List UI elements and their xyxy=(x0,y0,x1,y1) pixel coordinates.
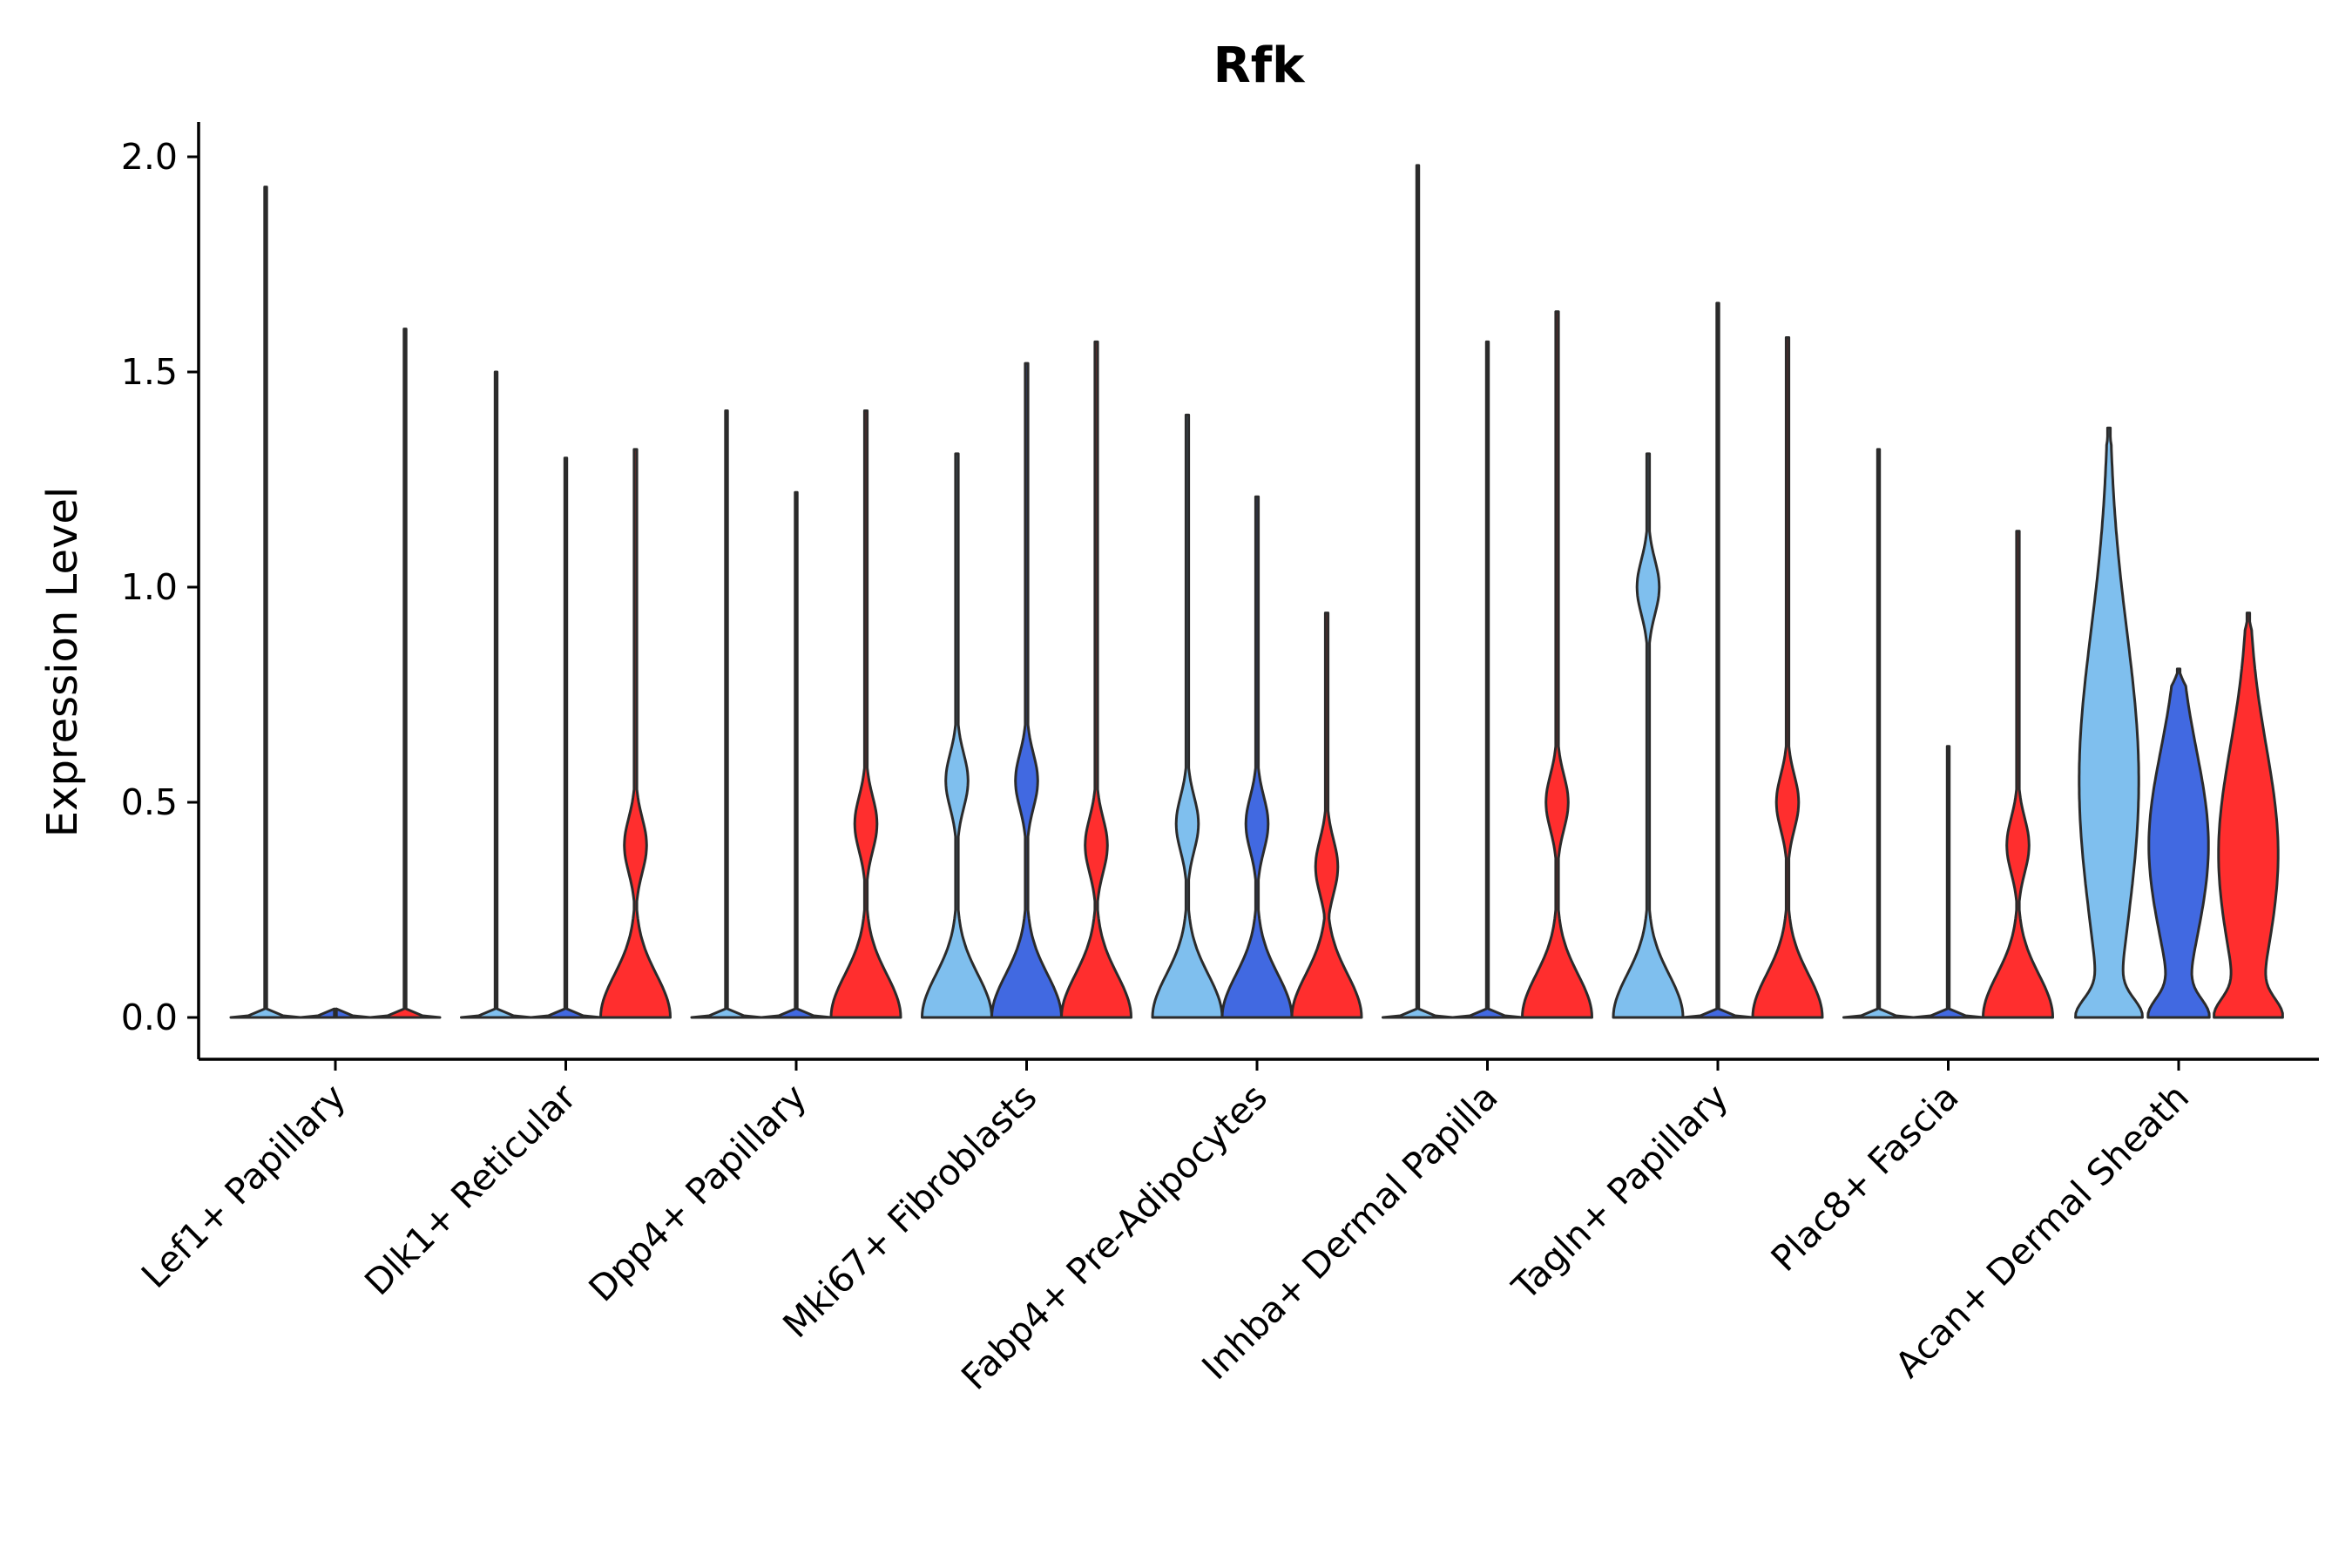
violin-7-3 xyxy=(1751,336,1824,1019)
violin-6-2 xyxy=(1451,340,1524,1019)
violin-9-1 xyxy=(2074,426,2144,1019)
x-tick-label: Tagln+ Papillary xyxy=(1504,1076,1736,1308)
violin-3-3 xyxy=(829,409,902,1019)
violin-2-2 xyxy=(530,456,602,1019)
x-tick-label: Lef1+ Papillary xyxy=(133,1076,354,1296)
y-tick-label: 1.0 xyxy=(121,566,178,608)
violin-7-2 xyxy=(1681,301,1754,1019)
violin-4-1 xyxy=(921,452,993,1019)
chart-title: Rfk xyxy=(1213,37,1306,94)
violin-5-2 xyxy=(1220,495,1294,1019)
violin-8-3 xyxy=(1982,530,2054,1019)
violin-3-2 xyxy=(760,490,833,1019)
x-tick-label: Dpp4+ Papillary xyxy=(581,1076,814,1309)
violin-6-3 xyxy=(1521,310,1593,1019)
x-tick-label: Mki67+ Fibroblasts xyxy=(775,1076,1045,1346)
violin-2-1 xyxy=(460,370,532,1019)
violin-9-3 xyxy=(2213,612,2284,1019)
violins-layer xyxy=(229,164,2284,1019)
y-tick-label: 0.5 xyxy=(121,781,178,823)
axes-layer: 0.0 0.5 1.0 1.5 2.0 Lef1+ Papillary Dlk1+ Reti… xyxy=(121,122,2319,1398)
violin-8-1 xyxy=(1842,448,1915,1019)
violin-9-2 xyxy=(2146,667,2211,1019)
violin-8-2 xyxy=(1912,745,1984,1019)
violin-3-1 xyxy=(690,409,763,1019)
y-axis-title: Expression Level xyxy=(38,487,87,838)
y-tick-label: 1.5 xyxy=(121,351,178,393)
violin-2-3 xyxy=(599,448,672,1019)
violin-5-1 xyxy=(1151,413,1224,1019)
violin-1-2 xyxy=(299,1007,372,1019)
violin-6-1 xyxy=(1382,164,1454,1019)
x-tick-label: Dlk1+ Reticular xyxy=(356,1076,584,1303)
violin-4-3 xyxy=(1060,340,1132,1019)
violin-7-1 xyxy=(1612,452,1685,1019)
x-tick-label: Plac8+ Fascia xyxy=(1763,1076,1967,1280)
violin-1-1 xyxy=(229,186,302,1019)
violin-4-2 xyxy=(990,362,1063,1019)
violin-5-3 xyxy=(1290,612,1363,1019)
y-tick-label: 2.0 xyxy=(121,136,178,178)
violin-1-3 xyxy=(368,328,442,1019)
y-tick-label: 0.0 xyxy=(121,997,178,1038)
